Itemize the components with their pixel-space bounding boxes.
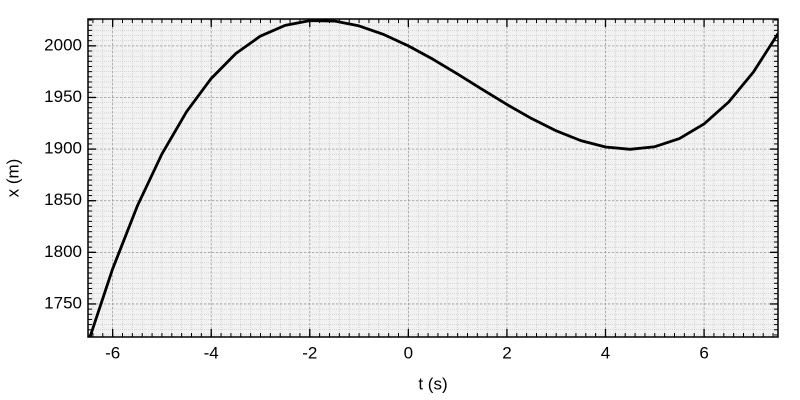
y-axis-label: x (m) (3, 159, 22, 198)
x-tick-label: -2 (302, 343, 317, 362)
lines (88, 19, 778, 337)
grid (88, 19, 778, 337)
x-tick-label: -6 (105, 343, 120, 362)
x-tick-label: -4 (204, 343, 219, 362)
x-tick-label: 2 (502, 343, 511, 362)
plot-frame (87, 18, 779, 338)
x-tick-label: 6 (699, 343, 708, 362)
y-tick-label: 1900 (44, 139, 82, 158)
y-tick-label: 1850 (44, 190, 82, 209)
x-tick-label: 4 (601, 343, 610, 362)
y-tick-label: 1750 (44, 293, 82, 312)
y-tick-label: 1800 (44, 242, 82, 261)
data-line (88, 19, 778, 337)
x-tick-label: 0 (404, 343, 413, 362)
y-tick-label: 2000 (44, 35, 82, 54)
x-axis-label: t (s) (418, 374, 447, 393)
y-tick-label: 1950 (44, 87, 82, 106)
ticks (88, 19, 778, 337)
plot-background (88, 19, 778, 337)
